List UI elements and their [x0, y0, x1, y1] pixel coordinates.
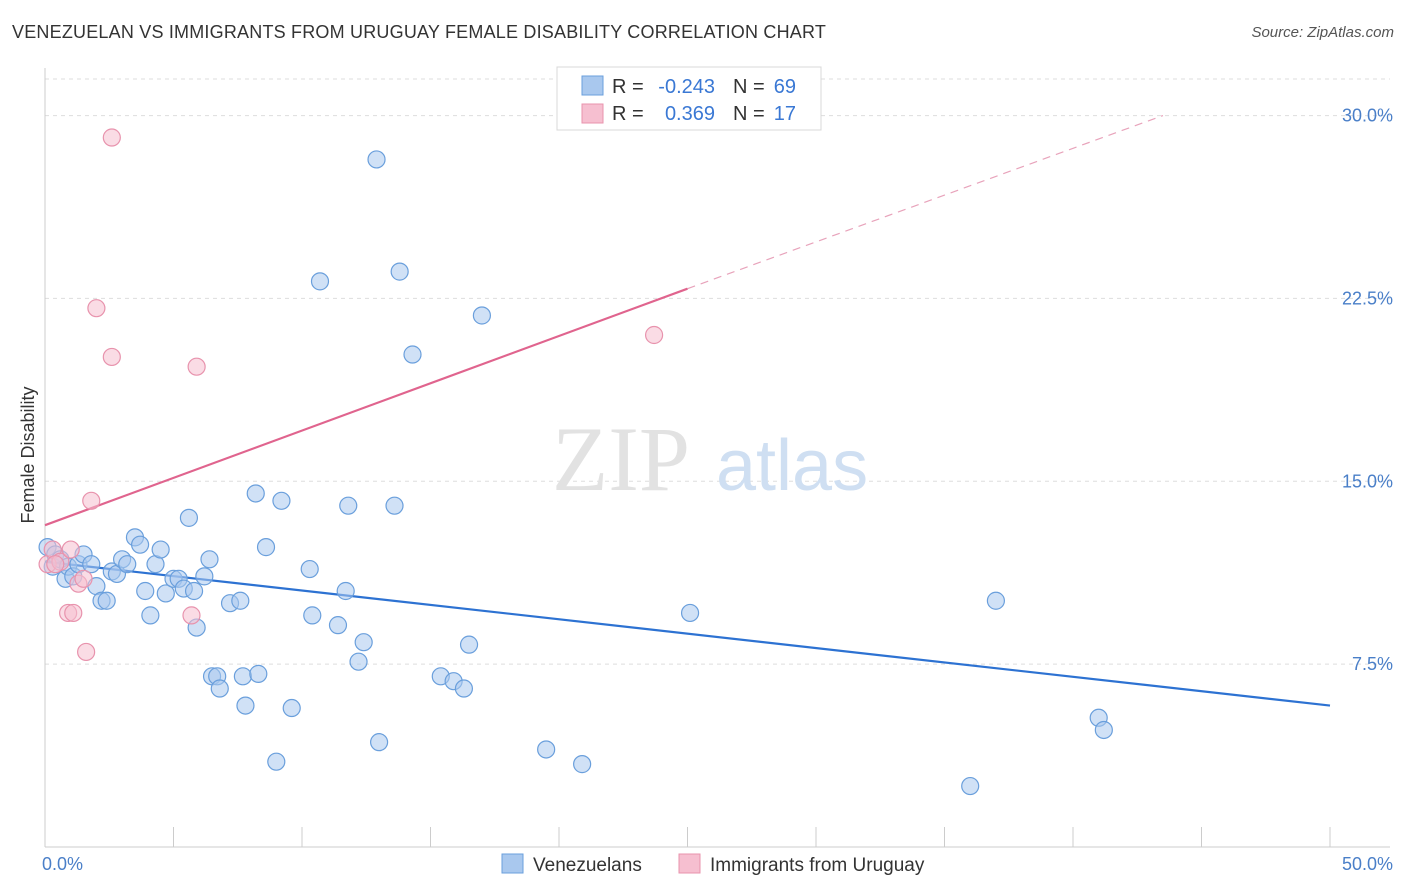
- venezuelan-point: [118, 555, 137, 574]
- watermark-zip: ZIP: [552, 408, 690, 510]
- venezuelan-point: [179, 508, 199, 527]
- venezuelan-point: [246, 484, 265, 503]
- y-axis-label: Female Disability: [18, 386, 38, 523]
- uruguay-point: [77, 642, 96, 662]
- uruguay-point: [46, 555, 65, 574]
- bottom-legend-label-venezuelans: Venezuelans: [533, 855, 642, 876]
- venezuelan-point: [303, 606, 322, 625]
- legend-n-value-1: 69: [774, 76, 796, 98]
- uruguay-point: [102, 128, 121, 147]
- venezuelan-point: [986, 591, 1006, 610]
- venezuelan-point: [97, 591, 116, 610]
- venezuelan-point: [249, 664, 268, 683]
- venezuelan-point: [233, 667, 252, 686]
- legend-swatch-pink: [581, 103, 604, 124]
- uruguay-trend-extension: [687, 115, 1164, 290]
- venezuelan-point: [573, 755, 592, 774]
- venezuelan-point: [403, 345, 422, 364]
- venezuelan-point: [210, 679, 229, 698]
- legend-r-label-1: R =: [612, 76, 644, 98]
- y-tick-label: 30.0%: [1342, 106, 1393, 126]
- venezuelan-point: [961, 776, 980, 796]
- uruguay-point: [64, 603, 83, 623]
- venezuelan-point: [195, 567, 214, 586]
- x-tick-label: 0.0%: [42, 854, 83, 874]
- watermark: ZIP atlas: [552, 408, 868, 510]
- uruguay-point: [182, 606, 201, 625]
- venezuelan-point: [156, 584, 175, 603]
- chart-title: VENEZUELAN VS IMMIGRANTS FROM URUGUAY FE…: [12, 22, 827, 42]
- legend-n-label-2: N =: [733, 103, 765, 125]
- bottom-legend-swatch-uruguay: [678, 853, 701, 874]
- chart-source: Source: ZipAtlas.com: [1251, 24, 1394, 41]
- venezuelan-point: [136, 581, 155, 601]
- x-tick-label: 50.0%: [1342, 854, 1393, 874]
- venezuelan-point: [82, 555, 101, 574]
- legend-r-label-2: R =: [612, 103, 644, 125]
- venezuelan-point: [184, 581, 204, 601]
- legend-r-value-2: 0.369: [665, 103, 715, 125]
- grid-layer: [45, 78, 1390, 665]
- venezuelan-point: [390, 262, 409, 281]
- venezuelan-point: [310, 272, 330, 291]
- y-tick-label: 7.5%: [1352, 654, 1393, 674]
- y-tick-label: 15.0%: [1342, 471, 1393, 491]
- venezuelan-point: [349, 652, 368, 671]
- venezuelan-point: [1094, 720, 1113, 740]
- uruguay-point: [644, 325, 664, 345]
- venezuelan-point: [367, 150, 386, 169]
- points-layer: [38, 128, 1113, 796]
- venezuelans-trend-line: [44, 560, 1331, 707]
- venezuelan-point: [200, 550, 219, 569]
- watermark-atlas: atlas: [716, 426, 868, 506]
- venezuelan-point: [354, 633, 373, 652]
- venezuelan-point: [370, 733, 389, 752]
- legend-n-value-2: 17: [774, 103, 796, 125]
- venezuelan-point: [537, 740, 556, 759]
- venezuelan-point: [385, 496, 404, 515]
- uruguay-point: [102, 347, 121, 367]
- trend-layer: [44, 115, 1331, 707]
- venezuelan-point: [236, 696, 255, 715]
- venezuelan-point: [300, 559, 319, 579]
- uruguay-trend-line: [44, 287, 688, 527]
- venezuelan-point: [256, 538, 276, 557]
- venezuelan-point: [272, 491, 291, 510]
- venezuelan-point: [680, 603, 700, 623]
- bottom-legend-label-uruguay: Immigrants from Uruguay: [710, 855, 925, 876]
- axis-layer: 7.5% 15.0% 22.5% 30.0% 0.0% 50.0%: [42, 68, 1393, 874]
- uruguay-point: [87, 299, 106, 318]
- uruguay-point: [187, 357, 206, 376]
- venezuelan-point: [328, 616, 348, 635]
- venezuelan-point: [141, 606, 160, 625]
- legend-box: R = -0.243 N = 69 R = 0.369 N = 17: [556, 66, 822, 131]
- venezuelan-point: [282, 698, 301, 718]
- venezuelan-point: [459, 635, 479, 654]
- venezuelan-point: [336, 581, 355, 601]
- uruguay-point: [74, 569, 93, 588]
- legend-swatch-blue: [581, 75, 604, 96]
- venezuelan-point: [339, 496, 358, 515]
- venezuelan-point: [472, 306, 491, 325]
- bottom-legend-swatch-venezuelans: [501, 853, 524, 874]
- legend-n-label-1: N =: [733, 76, 765, 98]
- y-tick-label: 22.5%: [1342, 288, 1393, 308]
- venezuelan-point: [231, 591, 250, 610]
- venezuelan-point: [151, 540, 170, 559]
- venezuelan-point: [130, 535, 150, 554]
- venezuelan-point: [454, 679, 474, 698]
- uruguay-point: [82, 491, 101, 510]
- legend-r-value-1: -0.243: [658, 76, 715, 98]
- bottom-legend: Venezuelans Immigrants from Uruguay: [501, 853, 925, 876]
- uruguay-point: [61, 540, 80, 559]
- venezuelan-point: [267, 752, 286, 771]
